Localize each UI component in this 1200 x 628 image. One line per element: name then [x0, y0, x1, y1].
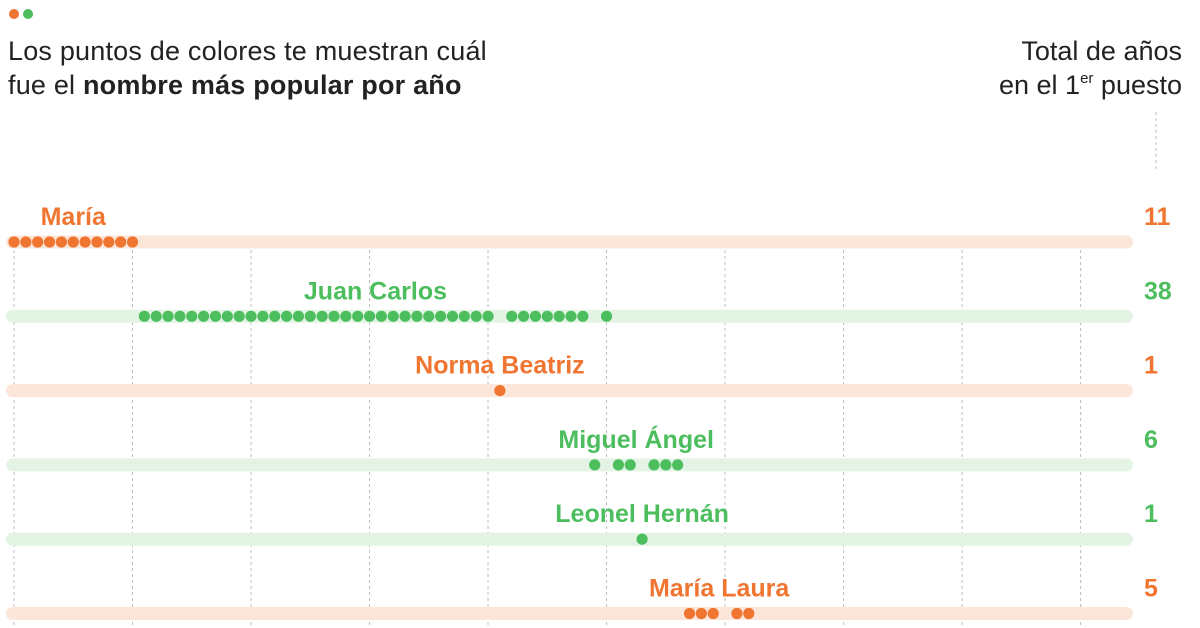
year-dot: [174, 310, 186, 322]
row-name-label: María: [41, 203, 107, 231]
year-dot: [67, 236, 79, 248]
year-dot: [126, 236, 139, 248]
year-dot: [150, 310, 162, 322]
year-dot: [257, 310, 269, 322]
row-name-label: Leonel Hernán: [555, 500, 729, 528]
row-name-label: Miguel Ángel: [558, 425, 714, 454]
year-dot: [91, 236, 103, 248]
year-dot: [352, 310, 364, 322]
year-dot: [340, 310, 352, 322]
year-dot: [589, 459, 601, 471]
year-dot: [482, 310, 494, 322]
year-dot: [529, 310, 542, 322]
totals-header-line-1: Total de años: [1021, 36, 1182, 66]
year-dot: [600, 310, 613, 322]
year-dot: [55, 236, 68, 248]
year-dot: [707, 607, 719, 620]
year-dot: [162, 310, 174, 322]
chart-description: Los puntos de colores te muestran cuál f…: [8, 34, 487, 102]
year-dot: [292, 310, 305, 322]
year-dot: [316, 310, 328, 322]
totals-header-line-2: en el 1er puesto: [999, 68, 1182, 102]
year-dot: [612, 459, 625, 471]
year-dot: [494, 385, 506, 397]
year-dot: [363, 310, 376, 322]
totals-column-header: Total de años en el 1er puesto: [999, 34, 1182, 102]
totals-header-suffix: puesto: [1093, 70, 1182, 100]
row-track: [6, 607, 1133, 620]
year-dot: [280, 310, 293, 322]
year-dot: [506, 310, 518, 322]
description-line-1: Los puntos de colores te muestran cuál: [8, 36, 487, 66]
year-dot: [660, 459, 672, 471]
totals-header-prefix: en el 1: [999, 70, 1081, 100]
row-track: [6, 384, 1133, 398]
description-line-2-prefix: fue el: [8, 70, 83, 100]
year-dot: [43, 236, 56, 248]
year-dot: [553, 310, 565, 322]
year-dot: [648, 459, 660, 471]
row-total-value: 38: [1144, 277, 1172, 305]
year-dot: [245, 310, 257, 322]
year-dot: [115, 236, 127, 248]
year-dot: [517, 310, 530, 322]
year-dot: [20, 236, 32, 248]
year-dot: [399, 310, 411, 322]
year-dot: [624, 459, 636, 471]
year-dot: [387, 310, 399, 322]
legend-dots: [9, 9, 33, 19]
year-dot: [458, 310, 470, 322]
row-total-value: 5: [1144, 575, 1158, 603]
year-dot: [304, 310, 316, 322]
year-dot: [198, 310, 210, 322]
year-dot: [8, 236, 20, 248]
year-dot: [731, 607, 743, 620]
description-line-2-bold: nombre más popular por año: [82, 70, 462, 100]
row-track: [6, 532, 1133, 546]
row-total-value: 6: [1144, 426, 1158, 454]
year-dot: [672, 459, 684, 471]
year-dot: [233, 310, 245, 322]
year-dot: [186, 310, 198, 322]
year-dot: [209, 310, 222, 322]
year-dot: [32, 236, 44, 248]
year-dot: [695, 607, 707, 620]
row-total-value: 1: [1144, 500, 1158, 528]
year-dot: [683, 607, 696, 620]
description-line-2: fue el nombre más popular por año: [8, 68, 487, 102]
legend-dot-orange: [9, 9, 19, 19]
year-dot: [221, 310, 233, 322]
year-dot: [541, 310, 553, 322]
row-name-label: Juan Carlos: [304, 277, 447, 305]
year-dot: [743, 607, 755, 620]
legend-dot-green: [23, 9, 33, 19]
year-dot: [435, 310, 447, 322]
year-dot: [103, 236, 115, 248]
year-dot: [636, 533, 648, 545]
row-total-value: 11: [1144, 203, 1171, 231]
row-name-label: María Laura: [649, 575, 790, 603]
row-name-label: Norma Beatriz: [415, 352, 585, 380]
year-dot: [79, 236, 91, 248]
totals-header-sup: er: [1080, 70, 1094, 87]
year-dot: [470, 310, 482, 322]
row-track: [6, 458, 1133, 472]
year-dot: [138, 310, 150, 322]
row-total-value: 1: [1144, 352, 1158, 380]
row-track: [6, 235, 1133, 249]
year-dot: [577, 310, 589, 322]
year-dot: [411, 310, 423, 322]
year-dot: [565, 310, 577, 322]
year-dot: [269, 310, 281, 322]
year-dot: [375, 310, 387, 322]
year-dot: [446, 310, 459, 322]
year-dot: [423, 310, 435, 322]
year-dot: [328, 310, 340, 322]
